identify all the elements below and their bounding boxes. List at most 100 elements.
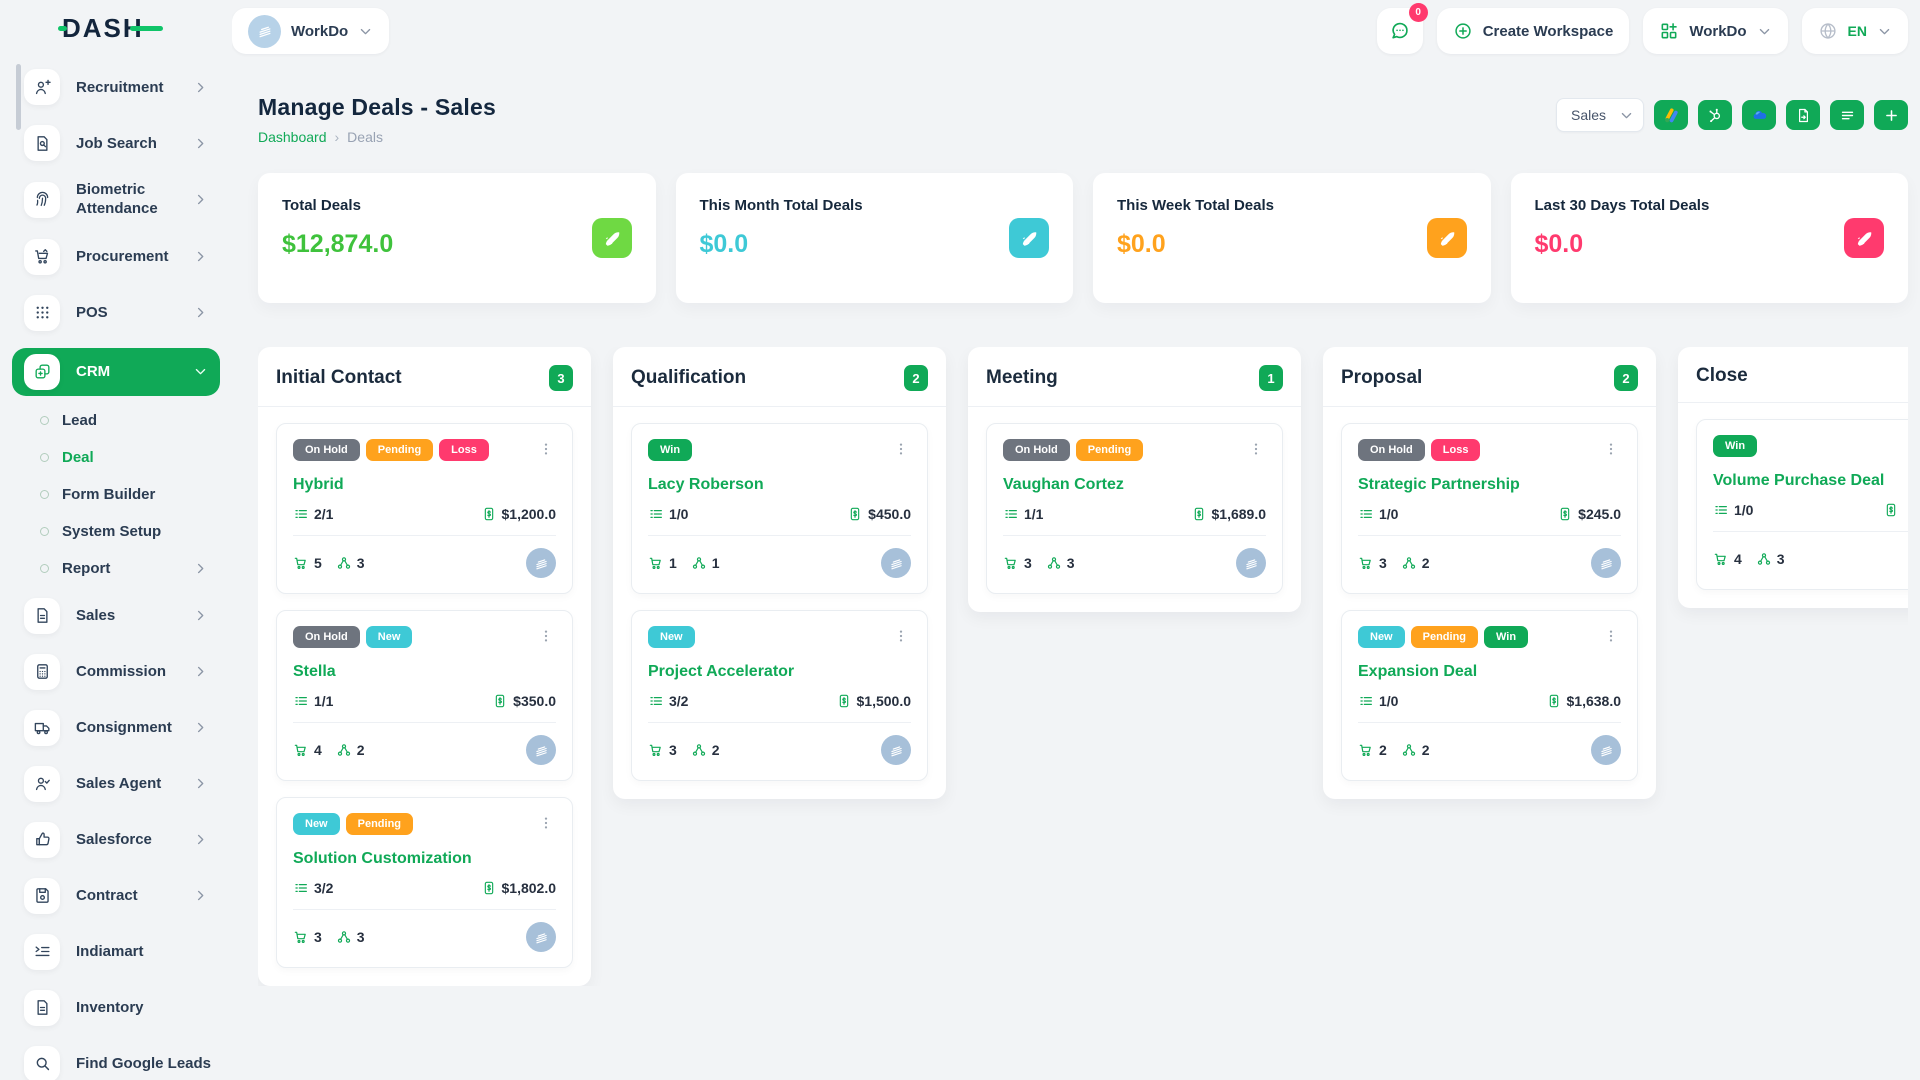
deal-card[interactable]: On Hold Pending Vaughan Cortez 1/1 $1,68… [986, 423, 1283, 594]
kebab-icon [893, 628, 909, 644]
deal-card[interactable]: New Project Accelerator 3/2 $1,500.0 3 2 [631, 610, 928, 781]
truck-icon [24, 709, 60, 746]
workspace-avatar [248, 14, 281, 48]
sidebar-item-commission[interactable]: Commission [12, 651, 220, 693]
create-workspace-button[interactable]: Create Workspace [1436, 8, 1630, 54]
building-icon [888, 555, 905, 572]
money-icon [1191, 506, 1207, 522]
sidebar-item-lead[interactable]: Lead [28, 410, 220, 431]
sidebar-item-inventory[interactable]: Inventory [12, 987, 220, 1029]
stat-card-total-deals: Total Deals $12,874.0 [258, 173, 656, 303]
deal-title-link[interactable]: Hybrid [293, 476, 344, 493]
chevron-down-icon [193, 364, 208, 379]
language-selector[interactable]: EN [1801, 8, 1908, 54]
column-count-badge: 3 [549, 365, 573, 391]
deal-card[interactable]: New Pending Win Expansion Deal 1/0 $1,63… [1341, 610, 1638, 781]
deal-card[interactable]: On Hold New Stella 1/1 $350.0 4 [276, 610, 573, 781]
hubspot-button[interactable] [1698, 100, 1732, 130]
sidebar-item-sales-agent[interactable]: Sales Agent [12, 763, 220, 805]
deal-title-link[interactable]: Stella [293, 663, 336, 680]
deal-amount: $1,500.0 [856, 693, 912, 709]
deal-card[interactable]: On Hold Pending Loss Hybrid 2/1 $1,200.0 [276, 423, 573, 594]
network-icon [1756, 551, 1772, 567]
sidebar-item-deal[interactable]: Deal [28, 447, 220, 468]
status-badge: On Hold [1358, 439, 1425, 461]
kebab-icon [1603, 628, 1619, 644]
tasks-count: 3/2 [314, 880, 334, 896]
chevron-down-icon [1619, 108, 1634, 123]
products-count: 2 [1379, 742, 1387, 758]
tasks-count: 1/1 [314, 693, 334, 709]
sidebar-item-job-search[interactable]: Job Search [12, 122, 220, 164]
sidebar-item-find-google-leads[interactable]: Find Google Leads [12, 1043, 220, 1080]
deal-card[interactable]: Win Lacy Roberson 1/0 $450.0 1 1 [631, 423, 928, 594]
deal-title-link[interactable]: Project Accelerator [648, 663, 795, 680]
onedrive-button[interactable] [1742, 100, 1776, 130]
card-menu-button[interactable] [1246, 439, 1266, 462]
card-menu-button[interactable] [1601, 626, 1621, 649]
deal-title-link[interactable]: Strategic Partnership [1358, 476, 1520, 493]
deal-card[interactable]: On Hold Loss Strategic Partnership 1/0 $… [1341, 423, 1638, 594]
sidebar-item-pos[interactable]: POS [12, 292, 220, 334]
deal-title-link[interactable]: Solution Customization [293, 850, 472, 867]
card-menu-button[interactable] [891, 626, 911, 649]
sidebar-scrollbar[interactable] [16, 64, 21, 130]
list-view-button[interactable] [1830, 100, 1864, 130]
sidebar-item-consignment[interactable]: Consignment [12, 707, 220, 749]
deal-title-link[interactable]: Vaughan Cortez [1003, 476, 1124, 493]
export-deals-button[interactable] [1786, 100, 1820, 130]
chat-icon [1389, 20, 1411, 42]
products-count: 4 [314, 742, 322, 758]
deal-title-link[interactable]: Volume Purchase Deal [1713, 472, 1885, 489]
workdo-menu[interactable]: WorkDo [1643, 8, 1788, 54]
users-count: 2 [1421, 555, 1430, 571]
sidebar-item-procurement[interactable]: Procurement [12, 236, 220, 278]
add-deal-button[interactable] [1874, 100, 1908, 130]
cart-icon [648, 742, 664, 758]
google-ads-button[interactable] [1654, 100, 1688, 130]
grid-plus-icon [1659, 21, 1679, 41]
building-icon [1243, 555, 1260, 572]
tasks-icon [1713, 502, 1729, 518]
kebab-icon [1603, 441, 1619, 457]
indent-list-icon [24, 933, 60, 970]
sidebar-item-crm[interactable]: CRM [12, 347, 220, 396]
chevron-right-icon [193, 80, 208, 95]
sidebar-item-contract[interactable]: Contract [12, 875, 220, 917]
status-badge: Pending [365, 439, 434, 461]
sidebar-item-recruitment[interactable]: Recruitment [12, 66, 220, 108]
kebab-icon [538, 815, 554, 831]
workspace-switcher[interactable]: WorkDo [232, 8, 390, 54]
tasks-icon [1358, 506, 1374, 522]
sidebar-item-salesforce[interactable]: Salesforce [12, 819, 220, 861]
deal-card[interactable]: New Pending Solution Customization 3/2 $… [276, 797, 573, 968]
card-menu-button[interactable] [1601, 439, 1621, 462]
tasks-count: 1/0 [1379, 506, 1399, 522]
bullet-icon [40, 452, 49, 462]
sidebar-nav: Recruitment Job Search Biometric Attenda… [0, 62, 232, 1080]
card-menu-button[interactable] [891, 439, 911, 462]
sidebar-item-report[interactable]: Report [28, 558, 220, 579]
column-title: Close [1696, 365, 1748, 386]
breadcrumb-dashboard-link[interactable]: Dashboard [258, 129, 327, 145]
products-count: 1 [669, 555, 677, 571]
sidebar-item-system-setup[interactable]: System Setup [28, 521, 220, 542]
messages-button[interactable]: 0 [1376, 3, 1428, 54]
pipeline-select[interactable]: Sales [1556, 98, 1644, 132]
building-icon [533, 555, 550, 572]
page-content: Manage Deals - Sales Dashboard › Deals S… [232, 62, 1920, 1080]
sidebar-item-sales[interactable]: Sales [12, 595, 220, 637]
deal-title-link[interactable]: Expansion Deal [1358, 663, 1478, 680]
card-menu-button[interactable] [536, 439, 556, 462]
deal-workspace-avatar [881, 548, 911, 578]
stat-card-month-deals: This Month Total Deals $0.0 [675, 173, 1073, 303]
card-menu-button[interactable] [536, 626, 556, 649]
card-menu-button[interactable] [536, 813, 556, 836]
sidebar-item-biometric-attendance[interactable]: Biometric Attendance [12, 178, 220, 222]
deal-card[interactable]: Win Volume Purchase Deal 1/0 4 3 [1696, 419, 1908, 590]
deal-title-link[interactable]: Lacy Roberson [648, 476, 764, 493]
sidebar-item-form-builder[interactable]: Form Builder [28, 484, 220, 505]
column-title: Initial Contact [276, 367, 402, 388]
users-count: 2 [356, 742, 365, 758]
sidebar-item-indiamart[interactable]: Indiamart [12, 931, 220, 973]
